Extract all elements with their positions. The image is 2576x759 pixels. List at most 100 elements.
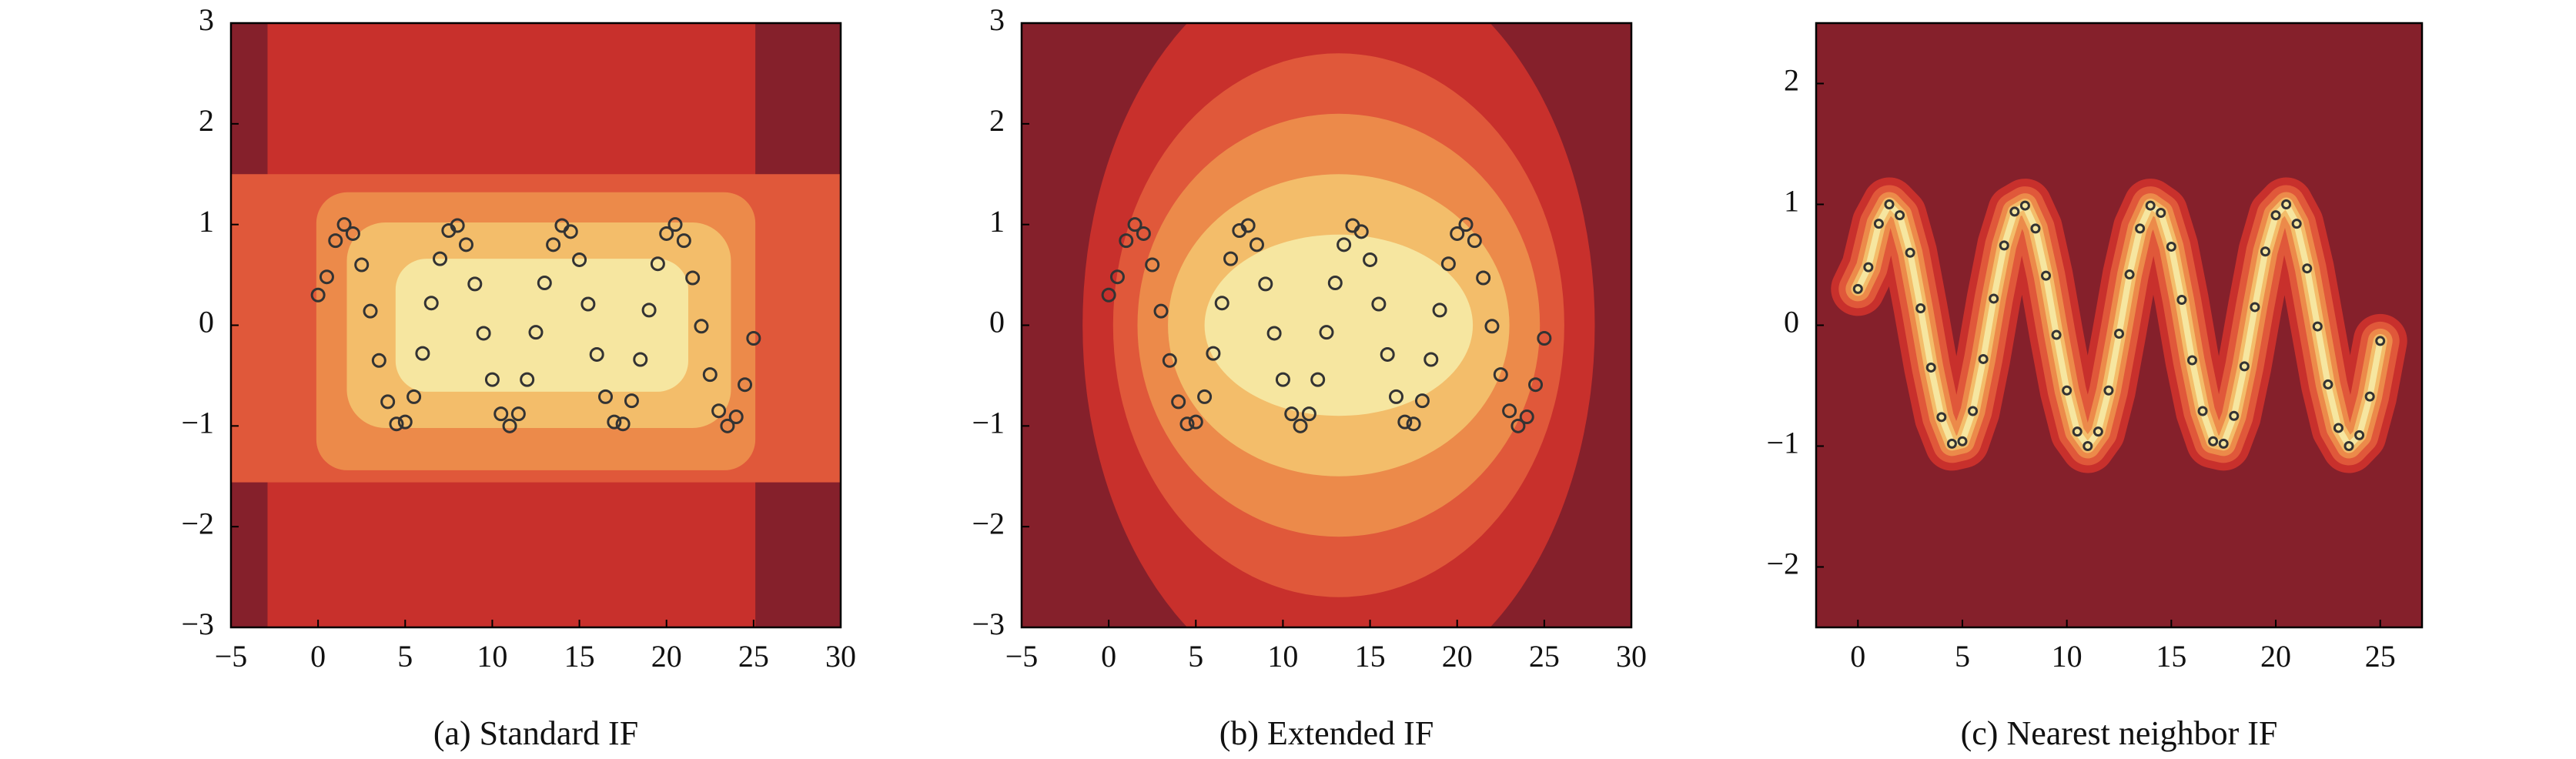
point — [694, 319, 709, 334]
point — [1528, 377, 1544, 393]
point — [2135, 223, 2146, 234]
y-tick-label: 1 — [989, 204, 1005, 239]
band — [395, 259, 688, 392]
point — [2051, 329, 2062, 340]
point — [1179, 416, 1195, 432]
point — [607, 414, 622, 430]
y-tick-label: 2 — [989, 103, 1005, 138]
point — [1957, 436, 1968, 446]
point — [476, 326, 491, 341]
point — [1450, 226, 1465, 241]
point — [1162, 353, 1177, 368]
point — [2333, 423, 2343, 433]
point — [2218, 438, 2229, 449]
point — [624, 393, 639, 409]
point — [1127, 217, 1142, 232]
point — [1258, 276, 1273, 292]
x-tick-label: 0 — [310, 639, 326, 674]
point — [1188, 414, 1203, 430]
x-tick-label: −5 — [215, 639, 248, 674]
background — [231, 23, 841, 627]
point — [1873, 219, 1884, 229]
point — [1327, 276, 1343, 291]
point — [467, 276, 483, 292]
y-tick-label: −2 — [1766, 547, 1799, 581]
point — [345, 226, 360, 241]
point — [397, 414, 413, 430]
point — [1223, 251, 1239, 266]
point — [1493, 367, 1508, 383]
point — [1319, 325, 1334, 340]
point — [1101, 287, 1116, 303]
x-tick-label: 25 — [2365, 639, 2396, 674]
plot-frame — [1020, 22, 1633, 629]
point — [458, 237, 473, 252]
y-tick-label: −2 — [181, 506, 214, 540]
point — [2354, 430, 2365, 440]
y-tick-label: 1 — [1784, 184, 1799, 219]
point — [2291, 219, 2302, 229]
band — [1855, 201, 2384, 450]
y-tick-label: 0 — [1784, 305, 1799, 339]
y-tick-label: −1 — [1766, 426, 1799, 460]
x-tick-label: 10 — [477, 639, 507, 674]
point — [1301, 406, 1316, 422]
point — [1397, 414, 1413, 430]
background — [1022, 23, 1631, 627]
point — [450, 218, 465, 233]
y-tick-label: −2 — [972, 506, 1005, 540]
point — [650, 256, 665, 272]
point — [1284, 406, 1300, 422]
point — [1293, 418, 1308, 433]
point — [2270, 210, 2281, 221]
y-tick-label: 0 — [989, 305, 1005, 339]
point — [1197, 389, 1213, 404]
point — [746, 331, 761, 346]
point — [1510, 418, 1526, 433]
point — [580, 296, 596, 312]
point — [371, 353, 386, 368]
point — [1109, 269, 1125, 285]
point — [1440, 256, 1456, 272]
point — [2156, 207, 2166, 218]
point — [415, 346, 430, 361]
point — [702, 367, 718, 383]
point — [598, 389, 614, 404]
x-tick-label: −5 — [1005, 639, 1039, 674]
point — [563, 224, 578, 239]
point — [433, 251, 448, 266]
x-tick-label: 5 — [1955, 639, 1970, 674]
point — [1432, 303, 1447, 318]
point — [720, 418, 735, 433]
point — [1249, 237, 1264, 252]
point — [2281, 199, 2292, 209]
y-tick-label: 1 — [199, 204, 214, 239]
y-tick-label: −3 — [972, 607, 1005, 641]
point — [310, 287, 326, 303]
background — [1816, 23, 2422, 627]
x-tick-label: 5 — [397, 639, 413, 674]
point — [1266, 326, 1282, 341]
point — [2239, 361, 2250, 372]
point — [328, 233, 343, 249]
point — [2019, 200, 2030, 211]
caption: (a) Standard IF — [433, 714, 638, 752]
point — [572, 252, 587, 267]
point — [2093, 426, 2103, 437]
point — [2166, 241, 2176, 252]
point — [1153, 303, 1169, 319]
point — [1214, 296, 1229, 311]
point — [589, 346, 604, 362]
point — [380, 394, 396, 410]
x-tick-label: 15 — [1355, 639, 1386, 674]
point — [676, 233, 691, 249]
point — [1423, 352, 1439, 367]
y-tick-label: 2 — [199, 103, 214, 138]
y-tick-label: 3 — [989, 2, 1005, 37]
point — [336, 217, 352, 232]
x-tick-label: 30 — [825, 639, 856, 674]
point — [615, 416, 631, 432]
point — [528, 325, 544, 340]
point — [1414, 393, 1430, 409]
point — [1380, 346, 1395, 362]
